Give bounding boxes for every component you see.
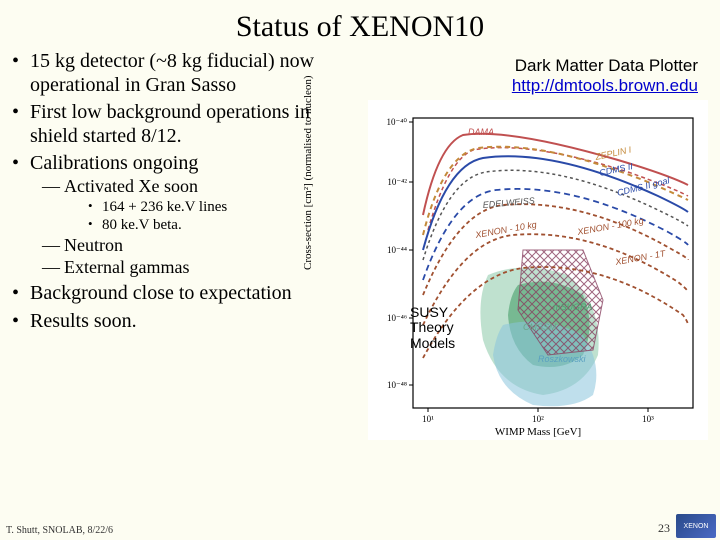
bullet-item: Calibrations ongoing Activated Xe soon 1…: [8, 152, 344, 278]
bullet-item: 15 kg detector (~8 kg fiducial) now oper…: [8, 50, 344, 97]
bullet-text: Calibrations ongoing: [30, 152, 198, 174]
svg-text:10¹: 10¹: [422, 414, 434, 424]
bullet-item: First low background operations in shiel…: [8, 101, 344, 148]
right-column: Dark Matter Data Plotter http://dmtools.…: [348, 50, 708, 440]
plotter-title: Dark Matter Data Plotter: [515, 56, 698, 75]
svg-text:10³: 10³: [642, 414, 654, 424]
svg-text:10⁻⁴²: 10⁻⁴²: [387, 177, 407, 187]
sub-dash-list: Activated Xe soon 164 + 236 ke.V lines 8…: [42, 176, 344, 278]
svg-text:10⁻⁴⁶: 10⁻⁴⁶: [387, 313, 407, 323]
sub-dash-item: Neutron: [42, 235, 344, 257]
footer-page-number: 23: [658, 521, 670, 536]
content-row: 15 kg detector (~8 kg fiducial) now oper…: [0, 50, 720, 440]
sub-dash-item: Activated Xe soon 164 + 236 ke.V lines 8…: [42, 176, 344, 235]
susy-label: SUSYTheoryModels: [410, 305, 455, 351]
svg-text:10⁻⁴⁴: 10⁻⁴⁴: [387, 245, 407, 255]
svg-text:10⁻⁴⁰: 10⁻⁴⁰: [387, 117, 408, 127]
page-title: Status of XENON10: [0, 0, 720, 50]
svg-text:Roszkowski: Roszkowski: [538, 354, 587, 364]
bullets-main: 15 kg detector (~8 kg fiducial) now oper…: [8, 50, 344, 333]
footer-author: T. Shutt, SNOLAB, 8/22/6: [6, 525, 113, 536]
chart-svg: 10⁻⁴⁰10⁻⁴²10⁻⁴⁴10⁻⁴⁶10⁻⁴⁸10¹10²10³DAMAZE…: [368, 100, 708, 440]
sub-dash-text: Activated Xe soon: [64, 176, 198, 196]
svg-text:DAMA: DAMA: [468, 127, 494, 137]
x-axis-label: WIMP Mass [GeV]: [495, 426, 581, 438]
bullet-item: Background close to expectation: [8, 282, 344, 306]
left-column: 15 kg detector (~8 kg fiducial) now oper…: [8, 50, 348, 440]
svg-text:mSUGRA: mSUGRA: [553, 302, 593, 312]
xenon-logo: XENON: [676, 514, 716, 538]
y-axis-label: Cross-section [cm²] (normalised to nucle…: [302, 75, 314, 270]
svg-text:10⁻⁴⁸: 10⁻⁴⁸: [387, 380, 407, 390]
plotter-link[interactable]: http://dmtools.brown.edu: [512, 76, 698, 95]
bullet-item: Results soon.: [8, 310, 344, 334]
sub-dash-item: External gammas: [42, 257, 344, 279]
svg-text:10²: 10²: [532, 414, 544, 424]
plotter-label: Dark Matter Data Plotter http://dmtools.…: [512, 56, 698, 96]
dm-limit-chart: 10⁻⁴⁰10⁻⁴²10⁻⁴⁴10⁻⁴⁶10⁻⁴⁸10¹10²10³DAMAZE…: [368, 100, 708, 440]
svg-text:CMSSM: CMSSM: [523, 322, 557, 332]
